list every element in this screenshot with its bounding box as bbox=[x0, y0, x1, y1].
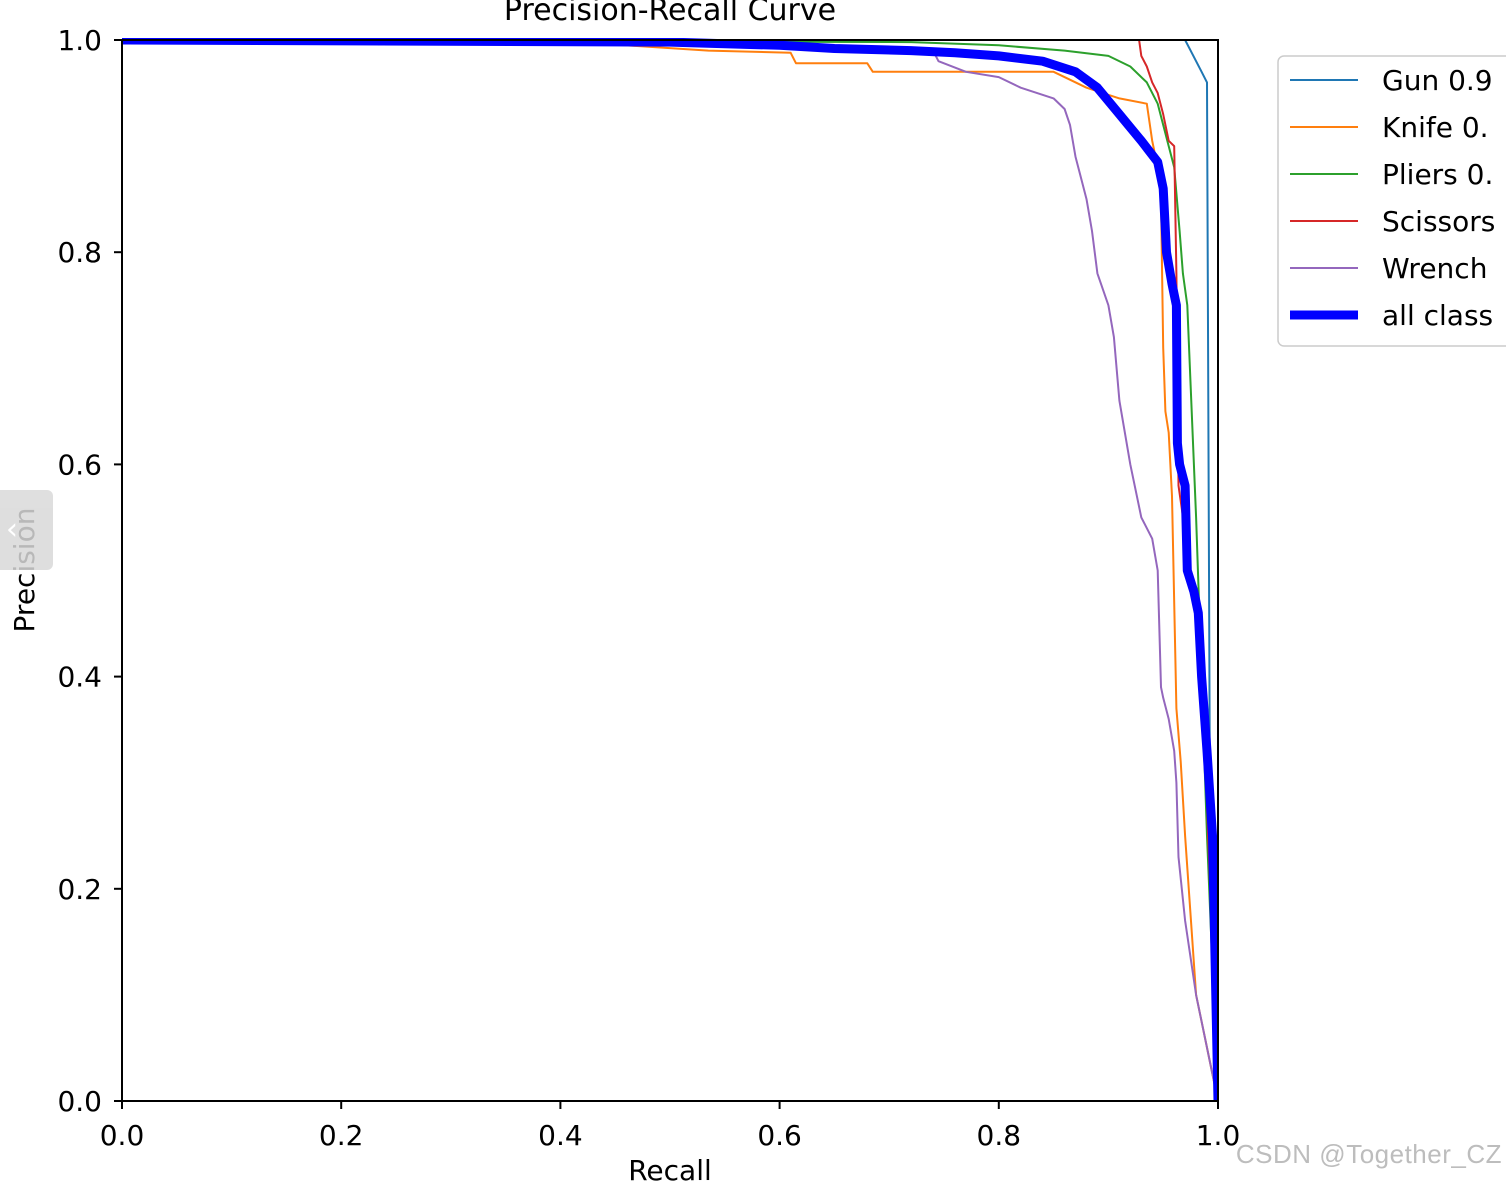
legend-label: Wrench bbox=[1382, 252, 1487, 285]
x-tick-label: 0.2 bbox=[319, 1119, 364, 1152]
legend-label: Scissors bbox=[1382, 205, 1495, 238]
series-line-pliers-0 bbox=[122, 39, 1218, 1102]
legend-label: all class bbox=[1382, 299, 1493, 332]
x-tick-label: 0.0 bbox=[100, 1119, 145, 1152]
legend-label: Gun 0.9 bbox=[1382, 64, 1493, 97]
y-tick-label: 0.4 bbox=[57, 661, 102, 694]
series-line-wrench bbox=[122, 39, 1218, 1102]
x-tick-label: 1.0 bbox=[1196, 1119, 1241, 1152]
x-tick-label: 0.6 bbox=[757, 1119, 802, 1152]
y-tick-label: 0.6 bbox=[57, 448, 102, 481]
series-line-knife-0 bbox=[122, 39, 1218, 1102]
legend-label: Pliers 0. bbox=[1382, 158, 1493, 191]
legend-label: Knife 0. bbox=[1382, 111, 1489, 144]
legend: Gun 0.9 Knife 0. Pliers 0. Scissors Wrench al… bbox=[1277, 55, 1506, 347]
watermark: CSDN @Together_CZ bbox=[1235, 1139, 1502, 1169]
chevron-left-icon: ‹ bbox=[6, 512, 18, 547]
plot-frame bbox=[121, 39, 1219, 1102]
legend-frame bbox=[1277, 55, 1506, 347]
side-collapse-tab[interactable]: ‹ bbox=[0, 490, 53, 570]
y-tick-label: 1.0 bbox=[57, 24, 102, 57]
x-axis-label: Recall bbox=[628, 1154, 712, 1182]
x-tick-label: 0.8 bbox=[977, 1119, 1022, 1152]
x-tick-label: 0.4 bbox=[538, 1119, 583, 1152]
y-tick-label: 0.2 bbox=[57, 873, 102, 906]
series-layer bbox=[122, 38, 1218, 1102]
y-tick-label: 0.0 bbox=[57, 1085, 102, 1118]
chart-title: Precision-Recall Curve bbox=[504, 0, 836, 28]
ticks-layer: 0.0 0.2 0.4 0.6 0.8 1.0 0.0 0.2 0.4 0.6 0.8 1.0 bbox=[57, 24, 1240, 1152]
series-line-all-class bbox=[122, 38, 1218, 1102]
y-tick-label: 0.8 bbox=[57, 236, 102, 269]
plot-area bbox=[122, 40, 1218, 1101]
